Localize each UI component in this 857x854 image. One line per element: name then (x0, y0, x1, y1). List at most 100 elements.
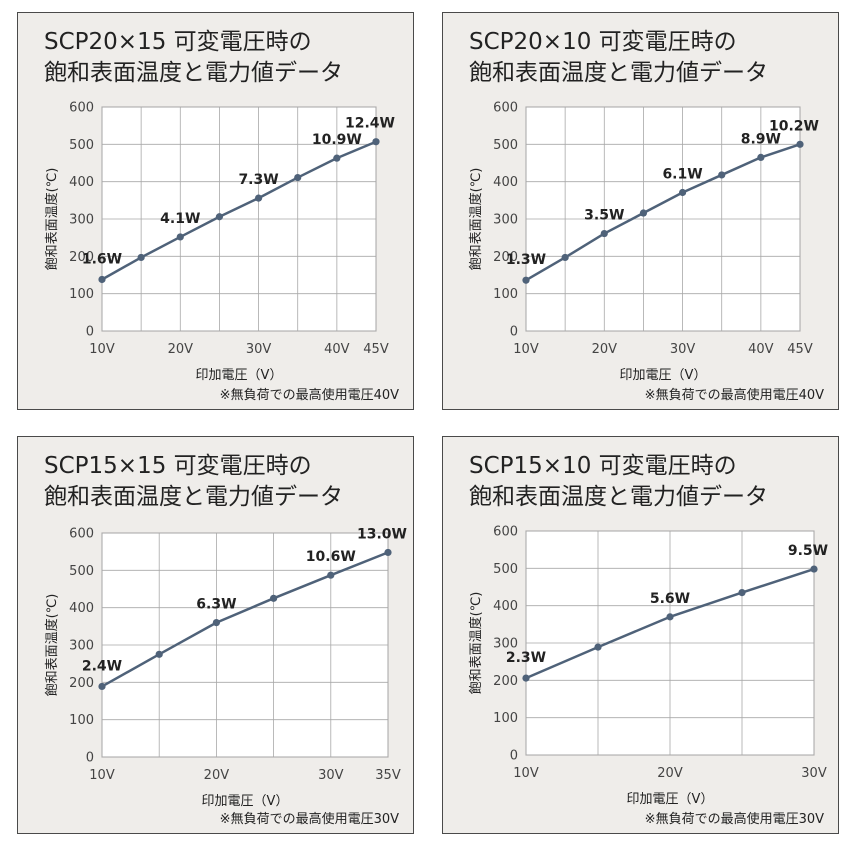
y-tick-label: 400 (69, 601, 94, 616)
chart-footnote: ※無負荷での最高使用電圧30V (219, 812, 399, 827)
chart-panel-scp15x10: SCP15×10 可変電圧時の 飽和表面温度と電力値データ 0 100 200 300… (442, 436, 839, 834)
y-tick-label: 100 (69, 287, 94, 302)
y-tick-label: 0 (510, 749, 518, 764)
y-tick-label: 500 (69, 564, 94, 579)
y-tick-label: 100 (493, 711, 518, 726)
data-label: 10.2W (769, 118, 819, 134)
data-label: 1.6W (82, 251, 122, 267)
data-point (333, 154, 341, 162)
y-tick-label: 300 (493, 637, 518, 652)
line-chart: 0 100 200 300 400 500 600 10V 20V 30V 40V 45V 印加電圧（V… (468, 101, 819, 384)
data-point (294, 173, 302, 182)
y-tick-label: 500 (69, 138, 94, 153)
y-tick-label: 300 (69, 639, 94, 654)
x-tick-label: 45V (787, 342, 813, 357)
x-tick-label: 40V (324, 342, 350, 357)
data-label: 4.1W (160, 211, 200, 227)
data-point (384, 548, 392, 557)
data-point (176, 233, 184, 241)
line-chart: 0 100 200 300 400 500 600 10V 20V 30V 40V 45V 印加電圧（V… (44, 101, 395, 384)
y-axis-label: 飽和表面温度(℃) (44, 168, 60, 271)
chart-footnote: ※無負荷での最高使用電圧40V (219, 388, 399, 403)
x-tick-label: 30V (670, 342, 696, 357)
y-axis-label: 飽和表面温度(℃) (468, 168, 484, 271)
data-label: 5.6W (650, 591, 690, 607)
x-axis-label: 印加電圧（V） (620, 368, 707, 383)
y-axis-label: 飽和表面温度(℃) (44, 594, 60, 697)
line-chart: 0 100 200 300 400 500 600 10V 20V 30V 35V 印加電圧（V） 飽和… (44, 526, 407, 809)
data-label: 10.6W (306, 549, 356, 565)
data-point (522, 674, 530, 682)
data-point (155, 650, 163, 658)
y-tick-label: 600 (493, 101, 518, 116)
x-tick-label: 10V (513, 766, 539, 781)
data-line (101, 140, 377, 281)
data-line (525, 143, 801, 282)
y-tick-label: 200 (69, 676, 94, 691)
data-point (738, 589, 746, 597)
data-point (639, 209, 648, 217)
x-tick-label: 20V (657, 766, 683, 781)
y-tick-label: 500 (493, 562, 518, 577)
x-tick-label: 35V (375, 768, 401, 783)
y-tick-label: 100 (493, 287, 518, 302)
data-label: 7.3W (238, 172, 278, 188)
x-tick-label: 20V (204, 768, 230, 783)
x-tick-label: 10V (89, 342, 115, 357)
y-tick-label: 0 (510, 325, 518, 340)
data-point (372, 138, 380, 146)
x-axis-label: 印加電圧（V） (627, 792, 714, 807)
data-label: 8.9W (741, 131, 781, 147)
x-axis-label: 印加電圧（V） (196, 368, 283, 383)
y-tick-label: 300 (69, 213, 94, 228)
y-tick-label: 400 (493, 599, 518, 614)
chart-title: SCP20×15 可変電圧時の 飽和表面温度と電力値データ (44, 29, 343, 86)
y-tick-label: 500 (493, 138, 518, 153)
x-tick-label: 30V (318, 768, 344, 783)
x-tick-label: 40V (748, 342, 774, 357)
data-label: 1.3W (506, 252, 546, 268)
data-label: 2.4W (82, 658, 122, 674)
data-point (212, 619, 220, 627)
data-point (718, 171, 726, 179)
data-point (254, 194, 263, 202)
y-tick-label: 100 (69, 713, 94, 728)
data-label: 10.9W (312, 132, 362, 148)
data-point (757, 153, 765, 161)
y-tick-label: 600 (69, 527, 94, 542)
data-label: 9.5W (788, 543, 828, 559)
data-label: 6.3W (196, 597, 236, 613)
y-tick-label: 600 (493, 525, 518, 540)
y-tick-label: 300 (493, 213, 518, 228)
data-point (137, 253, 145, 262)
x-tick-label: 10V (89, 768, 115, 783)
y-tick-label: 200 (69, 250, 94, 265)
x-tick-label: 45V (363, 342, 389, 357)
chart-title: SCP15×10 可変電圧時の 飽和表面温度と電力値データ (469, 453, 768, 510)
y-axis-label: 飽和表面温度(℃) (468, 592, 484, 695)
chart-title: SCP20×10 可変電圧時の 飽和表面温度と電力値データ (469, 29, 768, 86)
chart-footnote: ※無負荷での最高使用電圧40V (644, 388, 824, 403)
chart-title: SCP15×15 可変電圧時の 飽和表面温度と電力値データ (44, 453, 343, 510)
x-tick-label: 30V (801, 766, 827, 781)
data-point (561, 253, 569, 262)
data-point (666, 613, 674, 621)
x-tick-label: 30V (246, 342, 272, 357)
chart-footnote: ※無負荷での最高使用電圧30V (644, 812, 824, 827)
data-point (98, 275, 106, 284)
x-tick-label: 20V (168, 342, 194, 357)
y-tick-label: 200 (493, 674, 518, 689)
y-tick-label: 400 (493, 175, 518, 190)
chart-panel-scp20x15: SCP20×15 可変電圧時の 飽和表面温度と電力値データ 0 100 200 300… (17, 12, 414, 410)
data-point (522, 276, 530, 284)
data-label: 12.4W (345, 116, 395, 132)
y-tick-label: 400 (69, 175, 94, 190)
data-point (270, 594, 278, 602)
data-label: 2.3W (506, 650, 546, 666)
data-point (594, 643, 602, 651)
y-tick-label: 0 (86, 325, 94, 340)
y-tick-label: 0 (86, 751, 94, 766)
chart-panel-scp15x15: SCP15×15 可変電圧時の 飽和表面温度と電力値データ 0 100 200 300… (17, 436, 414, 834)
chart-panel-scp20x10: SCP20×10 可変電圧時の 飽和表面温度と電力値データ 0 100 200 300… (442, 12, 839, 410)
x-axis-label: 印加電圧（V） (202, 794, 289, 809)
